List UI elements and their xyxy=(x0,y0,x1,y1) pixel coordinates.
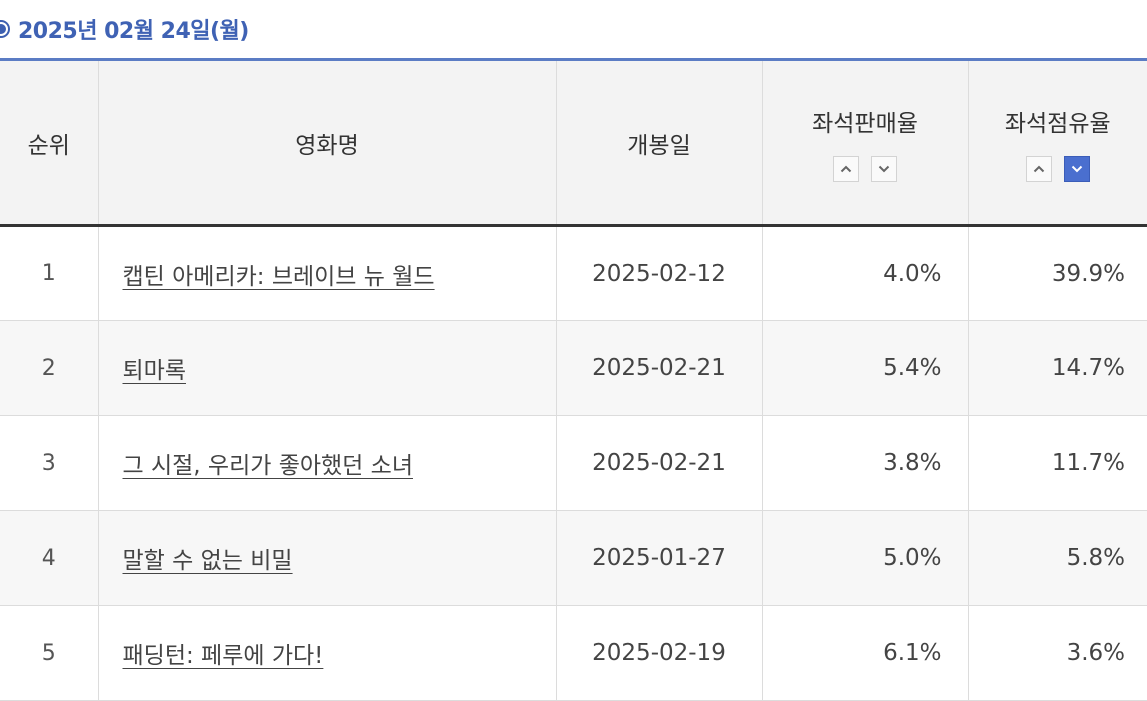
sort-descending-button-active[interactable] xyxy=(1064,156,1090,182)
sort-buttons-seat-share-rate xyxy=(969,156,1147,182)
sort-ascending-button[interactable] xyxy=(833,156,859,182)
chevron-up-icon xyxy=(1033,165,1045,173)
seat-share-rate-cell: 5.8% xyxy=(968,511,1147,606)
sort-ascending-button[interactable] xyxy=(1026,156,1052,182)
table-row: 1 캡틴 아메리카: 브레이브 뉴 월드 2025-02-12 4.0% 39.… xyxy=(0,226,1147,321)
table-row: 4 말할 수 없는 비밀 2025-01-27 5.0% 5.8% xyxy=(0,511,1147,606)
column-header-release-date: 개봉일 xyxy=(556,60,762,226)
rank-cell: 3 xyxy=(0,416,98,511)
column-header-label: 좌석판매율 xyxy=(763,104,968,138)
bullet-icon xyxy=(0,22,8,36)
seat-share-rate-cell: 3.6% xyxy=(968,606,1147,701)
seat-sales-rate-cell: 5.4% xyxy=(762,321,968,416)
rank-cell: 2 xyxy=(0,321,98,416)
movie-title-link[interactable]: 퇴마록 xyxy=(123,358,186,384)
release-date-cell: 2025-02-21 xyxy=(556,321,762,416)
seat-rate-table: 순위 영화명 개봉일 좌석판매율 좌석점유율 xyxy=(0,58,1147,701)
chevron-down-icon xyxy=(878,165,890,173)
release-date-cell: 2025-02-19 xyxy=(556,606,762,701)
seat-share-rate-cell: 39.9% xyxy=(968,226,1147,321)
seat-sales-rate-cell: 3.8% xyxy=(762,416,968,511)
title-cell: 그 시절, 우리가 좋아했던 소녀 xyxy=(98,416,556,511)
date-header: 2025년 02월 24일(월) xyxy=(0,0,1147,58)
chevron-up-icon xyxy=(840,165,852,173)
column-header-title: 영화명 xyxy=(98,60,556,226)
table-row: 2 퇴마록 2025-02-21 5.4% 14.7% xyxy=(0,321,1147,416)
movie-title-link[interactable]: 캡틴 아메리카: 브레이브 뉴 월드 xyxy=(123,264,435,290)
table-header-row: 순위 영화명 개봉일 좌석판매율 좌석점유율 xyxy=(0,60,1147,226)
release-date-cell: 2025-01-27 xyxy=(556,511,762,606)
sort-buttons-seat-sales-rate xyxy=(763,156,968,182)
release-date-cell: 2025-02-12 xyxy=(556,226,762,321)
seat-sales-rate-cell: 6.1% xyxy=(762,606,968,701)
table-row: 5 패딩턴: 페루에 가다! 2025-02-19 6.1% 3.6% xyxy=(0,606,1147,701)
title-cell: 퇴마록 xyxy=(98,321,556,416)
release-date-cell: 2025-02-21 xyxy=(556,416,762,511)
seat-share-rate-cell: 11.7% xyxy=(968,416,1147,511)
sort-descending-button[interactable] xyxy=(871,156,897,182)
rank-cell: 5 xyxy=(0,606,98,701)
seat-share-rate-cell: 14.7% xyxy=(968,321,1147,416)
movie-title-link[interactable]: 그 시절, 우리가 좋아했던 소녀 xyxy=(123,453,413,479)
title-cell: 말할 수 없는 비밀 xyxy=(98,511,556,606)
rank-cell: 4 xyxy=(0,511,98,606)
column-header-seat-share-rate: 좌석점유율 xyxy=(968,60,1147,226)
chevron-down-icon xyxy=(1071,165,1083,173)
title-cell: 캡틴 아메리카: 브레이브 뉴 월드 xyxy=(98,226,556,321)
movie-title-link[interactable]: 패딩턴: 페루에 가다! xyxy=(123,643,324,669)
rank-cell: 1 xyxy=(0,226,98,321)
movie-title-link[interactable]: 말할 수 없는 비밀 xyxy=(123,548,293,574)
column-header-label: 좌석점유율 xyxy=(969,104,1147,138)
table-row: 3 그 시절, 우리가 좋아했던 소녀 2025-02-21 3.8% 11.7… xyxy=(0,416,1147,511)
title-cell: 패딩턴: 페루에 가다! xyxy=(98,606,556,701)
date-title: 2025년 02월 24일(월) xyxy=(18,13,249,45)
seat-sales-rate-cell: 5.0% xyxy=(762,511,968,606)
column-header-rank: 순위 xyxy=(0,60,98,226)
seat-sales-rate-cell: 4.0% xyxy=(762,226,968,321)
column-header-seat-sales-rate: 좌석판매율 xyxy=(762,60,968,226)
